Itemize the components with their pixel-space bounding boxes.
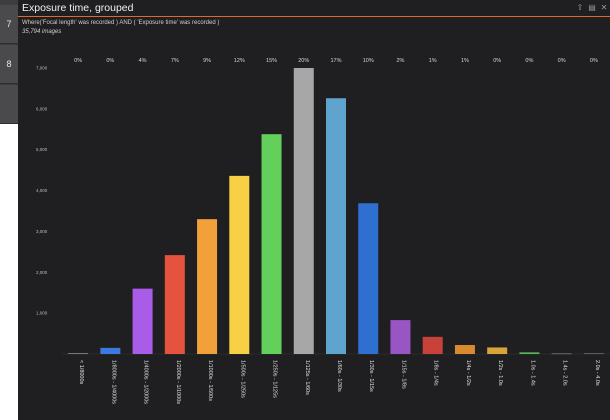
bar-11 bbox=[422, 336, 443, 354]
bar-0 bbox=[68, 353, 89, 354]
window-titlebar: Exposure time, grouped ⇧ ▤ ✕ bbox=[18, 0, 610, 17]
bar-7 bbox=[293, 68, 314, 354]
y-tick-label: 5,000 bbox=[36, 147, 48, 152]
x-tick-label: < 1/8000s bbox=[78, 360, 84, 385]
percent-label: 1% bbox=[429, 58, 437, 64]
x-tick-label: 1/2s - 1.0s bbox=[497, 360, 503, 386]
y-tick-label: 6,000 bbox=[36, 106, 48, 111]
sidebar-button-blank[interactable] bbox=[0, 85, 18, 124]
bar-5 bbox=[229, 175, 250, 354]
x-tick-label: 1/8000s - 1/4000s bbox=[110, 360, 116, 404]
x-tick-label: 2.0s - 4.0s bbox=[594, 360, 600, 386]
y-tick-label: 4,000 bbox=[36, 188, 48, 193]
x-tick-label: 1/125s - 1/60s bbox=[304, 360, 310, 395]
left-toolbar: 7 8 bbox=[0, 0, 19, 124]
bar-4 bbox=[197, 219, 218, 354]
bar-14 bbox=[519, 352, 540, 354]
percent-label: 2% bbox=[396, 58, 404, 64]
bar-12 bbox=[454, 345, 475, 354]
percent-label: 1% bbox=[461, 58, 469, 64]
x-tick-label: 1.0s - 1.4s bbox=[529, 360, 535, 386]
bar-9 bbox=[358, 203, 379, 354]
exposure-histogram: 1,000 2,000 3,000 4,000 5,000 6,000 7,000 0% < 1… bbox=[36, 58, 610, 404]
percent-label: 0% bbox=[590, 58, 598, 64]
percent-label: 0% bbox=[74, 58, 82, 64]
bar-16 bbox=[583, 353, 604, 354]
titlebar-icons: ⇧ ▤ ✕ bbox=[576, 3, 608, 12]
bar-13 bbox=[487, 347, 508, 354]
y-tick-label: 7,000 bbox=[36, 66, 48, 71]
percent-label: 0% bbox=[106, 58, 114, 64]
close-icon[interactable]: ✕ bbox=[600, 3, 608, 12]
percent-label: 0% bbox=[558, 58, 566, 64]
x-tick-label: 1.4s - 2.0s bbox=[562, 360, 568, 386]
sidebar-button-7[interactable]: 7 bbox=[0, 5, 18, 44]
percent-label: 20% bbox=[298, 58, 309, 64]
percent-label: 0% bbox=[525, 58, 533, 64]
x-tick-label: 1/60s - 1/30s bbox=[336, 360, 342, 392]
bar-2 bbox=[132, 288, 153, 354]
sidebar-button-8[interactable]: 8 bbox=[0, 45, 18, 84]
percent-label: 10% bbox=[363, 58, 374, 64]
bar-10 bbox=[390, 320, 411, 354]
filter-description: Where('Focal length' was recorded ) AND … bbox=[22, 20, 220, 26]
x-tick-label: 1/4000s - 1/2000s bbox=[143, 360, 149, 404]
percent-label: 9% bbox=[203, 58, 211, 64]
bar-3 bbox=[164, 255, 185, 354]
x-tick-label: 1/4s - 1/2s bbox=[465, 360, 471, 386]
bar-8 bbox=[326, 98, 346, 354]
y-tick-label: 2,000 bbox=[36, 270, 48, 275]
y-tick-label: 3,000 bbox=[36, 229, 48, 234]
x-tick-label: 1/1000s - 1/500s bbox=[207, 360, 213, 401]
y-tick-label: 1,000 bbox=[36, 311, 48, 316]
x-tick-label: 1/250s - 1/125s bbox=[272, 360, 278, 398]
percent-label: 0% bbox=[493, 58, 501, 64]
x-tick-label: 1/8s - 1/4s bbox=[433, 360, 439, 386]
percent-label: 12% bbox=[234, 58, 245, 64]
image-count: 35,794 images bbox=[22, 29, 62, 35]
bar-6 bbox=[261, 134, 282, 354]
bar-1 bbox=[100, 347, 121, 354]
save-icon[interactable]: ▤ bbox=[588, 3, 596, 12]
x-tick-label: 1/500s - 1/250s bbox=[239, 360, 245, 398]
percent-label: 4% bbox=[139, 58, 147, 64]
percent-label: 17% bbox=[330, 58, 341, 64]
chart-window: Exposure time, grouped ⇧ ▤ ✕ Where('Foca… bbox=[18, 0, 610, 420]
percent-label: 15% bbox=[266, 58, 277, 64]
percent-label: 7% bbox=[171, 58, 179, 64]
x-tick-label: 1/2000s - 1/1000s bbox=[175, 360, 181, 404]
x-tick-label: 1/30s - 1/15s bbox=[368, 360, 374, 392]
window-title: Exposure time, grouped bbox=[22, 2, 134, 14]
bar-15 bbox=[551, 353, 572, 355]
share-icon[interactable]: ⇧ bbox=[576, 3, 584, 12]
x-tick-label: 1/15s - 1/8s bbox=[400, 360, 406, 389]
